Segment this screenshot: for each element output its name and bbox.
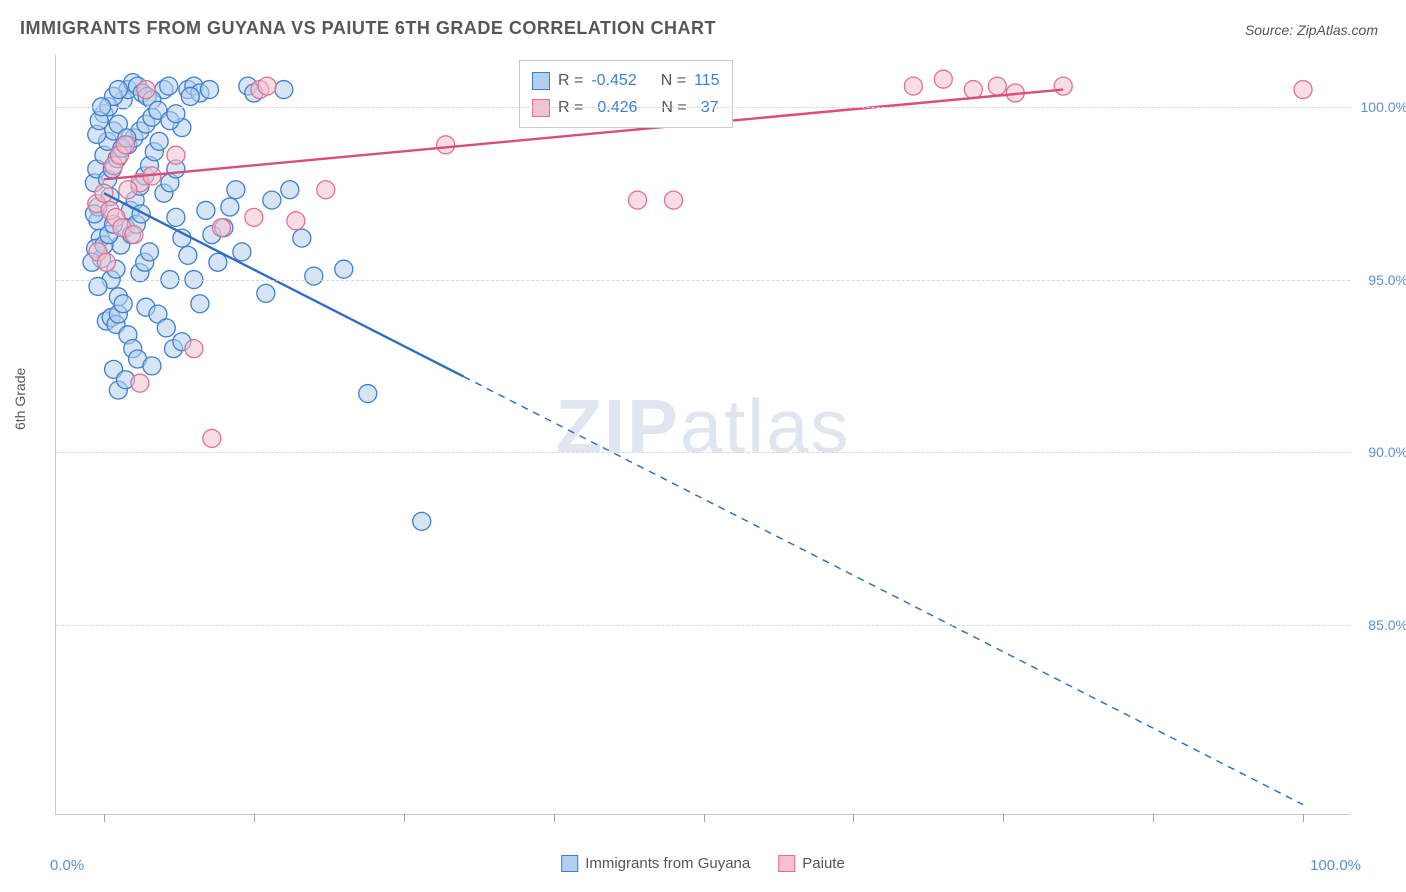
- chart-title: IMMIGRANTS FROM GUYANA VS PAIUTE 6TH GRA…: [20, 18, 716, 39]
- x-tick: [704, 814, 705, 822]
- x-axis-max-label: 100.0%: [1310, 857, 1361, 874]
- scatter-point: [245, 208, 263, 226]
- x-axis-min-label: 0.0%: [50, 857, 84, 874]
- scatter-point: [964, 81, 982, 99]
- scatter-point: [1294, 81, 1312, 99]
- scatter-point: [181, 87, 199, 105]
- scatter-point: [191, 295, 209, 313]
- trend-line-blue-solid: [104, 193, 464, 376]
- scatter-point: [258, 77, 276, 95]
- scatter-point: [200, 81, 218, 99]
- scatter-point: [185, 340, 203, 358]
- gridline-h: [56, 452, 1350, 453]
- scatter-point: [263, 191, 281, 209]
- scatter-point: [437, 136, 455, 154]
- scatter-point: [227, 181, 245, 199]
- scatter-point: [257, 284, 275, 302]
- legend-swatch-blue: [532, 72, 550, 90]
- x-tick: [1153, 814, 1154, 822]
- scatter-svg: [56, 55, 1351, 815]
- plot-area: ZIPatlas R = -0.452 N = 115 R = 0.426 N …: [55, 55, 1350, 815]
- scatter-point: [904, 77, 922, 95]
- x-tick: [404, 814, 405, 822]
- scatter-point: [157, 319, 175, 337]
- y-tick-label: 100.0%: [1356, 99, 1406, 115]
- scatter-point: [988, 77, 1006, 95]
- legend-swatch-blue: [561, 855, 578, 872]
- x-tick: [1003, 814, 1004, 822]
- gridline-h: [56, 107, 1350, 108]
- scatter-point: [413, 512, 431, 530]
- x-tick: [1303, 814, 1304, 822]
- scatter-point: [143, 357, 161, 375]
- scatter-point: [197, 201, 215, 219]
- stats-n-label: N =: [661, 67, 686, 94]
- scatter-point: [1054, 77, 1072, 95]
- scatter-point: [212, 219, 230, 237]
- gridline-h: [56, 280, 1350, 281]
- scatter-point: [137, 81, 155, 99]
- x-tick: [554, 814, 555, 822]
- scatter-point: [233, 243, 251, 261]
- stats-row-blue: R = -0.452 N = 115: [532, 67, 720, 94]
- source-prefix: Source:: [1245, 22, 1297, 38]
- scatter-point: [167, 208, 185, 226]
- scatter-point: [109, 81, 127, 99]
- scatter-point: [114, 295, 132, 313]
- scatter-point: [203, 429, 221, 447]
- scatter-point: [359, 385, 377, 403]
- scatter-point: [167, 146, 185, 164]
- legend-item-blue: Immigrants from Guyana: [561, 855, 750, 872]
- y-axis-label: 6th Grade: [12, 368, 28, 430]
- stats-r-label: R =: [558, 67, 583, 94]
- y-tick-label: 85.0%: [1356, 617, 1406, 633]
- bottom-legend: Immigrants from Guyana Paiute: [561, 855, 845, 872]
- gridline-h: [56, 625, 1350, 626]
- scatter-point: [317, 181, 335, 199]
- scatter-point: [629, 191, 647, 209]
- scatter-point: [150, 132, 168, 150]
- correlation-stats-box: R = -0.452 N = 115 R = 0.426 N = 37: [519, 60, 733, 128]
- scatter-point: [934, 70, 952, 88]
- legend-swatch-pink: [778, 855, 795, 872]
- scatter-point: [125, 226, 143, 244]
- scatter-point: [221, 198, 239, 216]
- stats-n-value-blue: 115: [694, 67, 720, 94]
- trend-line-blue-dashed: [464, 377, 1303, 805]
- scatter-point: [335, 260, 353, 278]
- legend-label-blue: Immigrants from Guyana: [585, 855, 750, 872]
- x-tick: [104, 814, 105, 822]
- x-tick: [853, 814, 854, 822]
- scatter-point: [119, 181, 137, 199]
- source-value: ZipAtlas.com: [1297, 22, 1378, 38]
- scatter-point: [275, 81, 293, 99]
- scatter-point: [293, 229, 311, 247]
- scatter-point: [117, 136, 135, 154]
- y-tick-label: 90.0%: [1356, 444, 1406, 460]
- scatter-point: [131, 374, 149, 392]
- stats-r-value-blue: -0.452: [591, 67, 636, 94]
- scatter-point: [160, 77, 178, 95]
- scatter-point: [287, 212, 305, 230]
- scatter-point: [179, 246, 197, 264]
- legend-label-pink: Paiute: [802, 855, 845, 872]
- scatter-point: [665, 191, 683, 209]
- x-tick: [254, 814, 255, 822]
- scatter-point: [97, 253, 115, 271]
- scatter-point: [305, 267, 323, 285]
- scatter-point: [209, 253, 227, 271]
- legend-item-pink: Paiute: [778, 855, 845, 872]
- source-attribution: Source: ZipAtlas.com: [1245, 22, 1378, 38]
- scatter-point: [281, 181, 299, 199]
- y-tick-label: 95.0%: [1356, 272, 1406, 288]
- scatter-point: [141, 243, 159, 261]
